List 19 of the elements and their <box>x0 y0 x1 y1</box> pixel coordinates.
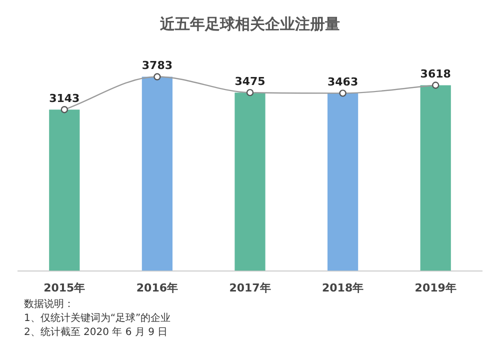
x-tick-label: 2018年 <box>322 281 364 294</box>
bar <box>327 93 358 271</box>
data-label: 3618 <box>420 68 451 81</box>
text: 数据说明： <box>24 298 75 312</box>
x-tick-label: 2017年 <box>229 281 271 294</box>
text: 2、统计截至 2020 年 6 月 9 日 <box>24 326 169 340</box>
data-label: 3463 <box>327 76 358 89</box>
data-label: 3143 <box>49 92 80 105</box>
x-tick-label: 2016年 <box>136 281 178 294</box>
bar <box>49 110 80 271</box>
x-tick-label: 2019年 <box>414 281 456 294</box>
bar <box>420 85 451 271</box>
data-label: 3475 <box>234 74 266 88</box>
data-label: 3783 <box>142 59 173 72</box>
text: 1、仅统计关键词为“足球”的企业 <box>24 312 172 326</box>
x-tick-label: 2015年 <box>44 281 86 294</box>
chart-title: 近五年足球相关企业注册量 <box>159 14 340 33</box>
bar <box>234 92 266 271</box>
bar <box>142 76 173 271</box>
